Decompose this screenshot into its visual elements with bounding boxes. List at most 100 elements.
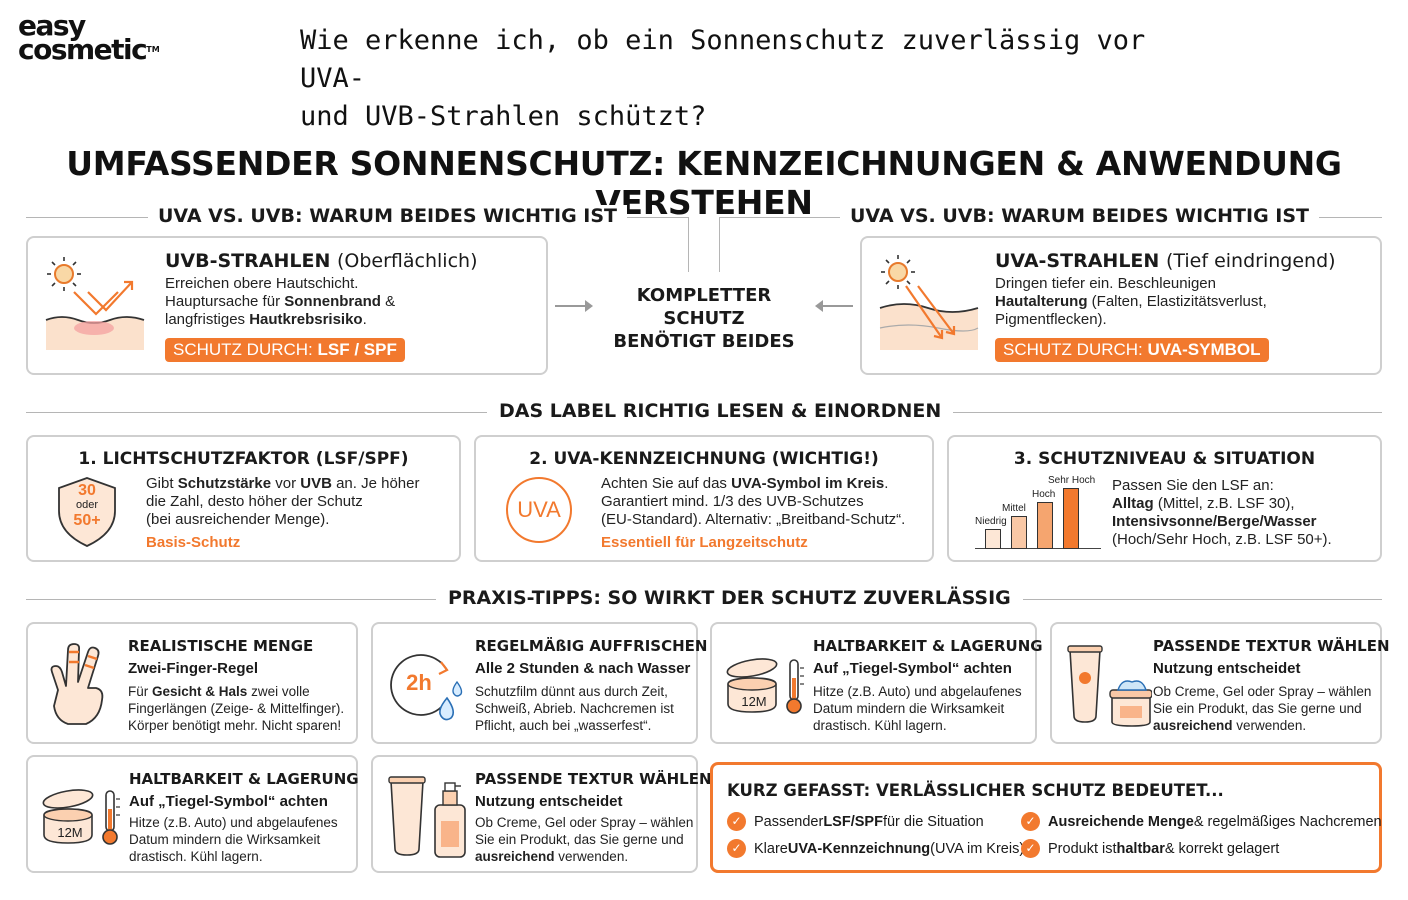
- lsf-line-1b: Schutzstärke: [177, 475, 272, 492]
- tip-card-haltbarkeit-2: 12M HALTBARKEIT & LAGERUNG Auf „Tiegel-S…: [26, 755, 359, 873]
- lsf-line-1d: UVB: [300, 475, 332, 492]
- tip-haltbarkeit-2-text: Hitze (z.B. Auto) und abgelaufenes Datum…: [129, 814, 355, 865]
- uva-title: UVA-STRAHLEN (Tief eindringend): [995, 250, 1336, 272]
- question-line-1: Wie erkenne ich, ob ein Sonnenschutz zuv…: [300, 25, 1146, 94]
- section-heading-uv-right: UVA VS. UVB: WARUM BEIDES WICHTIG IST: [840, 205, 1320, 227]
- uva-title-main: UVA-STRAHLEN: [995, 250, 1160, 272]
- shield-value-50: 50+: [73, 512, 101, 529]
- tip-auffrischen-text: Schutzfilm dünnt aus durch Zeit, Schweiß…: [475, 683, 697, 734]
- level-bar-chart: Niedrig Mittel Hoch Sehr Hoch: [973, 475, 1103, 549]
- tip-textur-2-line-2: Sie ein Produkt, das Sie gerne und: [475, 832, 684, 847]
- level-label-niedrig: Niedrig: [975, 516, 1007, 527]
- uva-title-note: (Tief eindringend): [1165, 250, 1336, 272]
- summary-item-1b: LSF/SPF: [823, 813, 883, 830]
- uva-skin-icon: [879, 255, 979, 350]
- tip-textur-1-text: Ob Creme, Gel oder Spray – wählen Sie ei…: [1153, 683, 1379, 734]
- tip-haltbarkeit-2-line-2: Datum mindern die Wirksamkeit: [129, 832, 321, 847]
- tip-textur-2-title: PASSENDE TEXTUR WÄHLEN: [475, 770, 712, 788]
- lsf-title: 1. LICHTSCHUTZFAKTOR (LSF/SPF): [78, 449, 409, 469]
- tip-card-textur-2: PASSENDE TEXTUR WÄHLEN Nutzung entscheid…: [371, 755, 712, 873]
- section-heading-uv-left: UVA VS. UVB: WARUM BEIDES WICHTIG IST: [148, 205, 628, 227]
- tip-auffrischen-title: REGELMÄßIG AUFFRISCHEN: [475, 637, 708, 655]
- main-title: UMFASSENDER SONNENSCHUTZ: KENNZEICHNUNGE…: [66, 144, 1342, 222]
- question-line-2: und UVB-Strahlen schützt?: [300, 101, 707, 132]
- summary-item-3b: & regelmäßiges Nachcremen: [1193, 813, 1382, 830]
- uva-line-3: Pigmentflecken).: [995, 311, 1107, 328]
- jar-label: 12M: [741, 694, 767, 709]
- uvb-line-2a: Hauptursache für: [165, 293, 285, 310]
- tip-menge-line-1a: Für: [128, 684, 153, 699]
- uva-mark-accent: Essentiell für Langzeitschutz: [601, 534, 808, 551]
- uvb-line-2c: &: [380, 293, 396, 310]
- tip-haltbarkeit-1-sub: Auf „Tiegel-Symbol“ achten: [813, 660, 1012, 677]
- level-line-4: (Hoch/Sehr Hoch, z.B. LSF 50+).: [1112, 531, 1332, 548]
- level-line-2a: Alltag: [1112, 495, 1154, 512]
- lsf-line-1c: vor: [271, 475, 301, 492]
- complete-protection-text: KOMPLETTER SCHUTZ BENÖTIGT BEIDES: [594, 284, 814, 353]
- level-label-mittel: Mittel: [1002, 503, 1026, 514]
- tip-textur-1-line-3: ausreichend verwenden.: [1153, 717, 1379, 734]
- lsf-line-1a: Gibt: [146, 475, 178, 492]
- lsf-description: Gibt Schutzstärke vor UVB an. Je höher d…: [146, 475, 451, 529]
- check-icon: ✓: [1021, 812, 1040, 831]
- lsf-line-2: die Zahl, desto höher der Schutz: [146, 493, 363, 510]
- tip-auffrischen-line-2: Schweiß, Abrieb. Nachcremen ist: [475, 701, 674, 716]
- level-bar-mittel: [1011, 516, 1027, 549]
- clock-label: 2h: [406, 670, 432, 695]
- tip-menge-line-3: Körper benötigt mehr. Nicht sparen!: [128, 718, 342, 733]
- section-heading-label: DAS LABEL RICHTIG LESEN & EINORDNEN: [487, 400, 954, 422]
- lsf-card: 1. LICHTSCHUTZFAKTOR (LSF/SPF) 30 oder 5…: [26, 435, 461, 562]
- shield-label: 30 oder 50+: [55, 483, 119, 529]
- uva-description: Dringen tiefer ein. Beschleunigen Hautal…: [995, 275, 1375, 329]
- summary-title: KURZ GEFASST: VERLÄSSLICHER SCHUTZ BEDEU…: [727, 781, 1224, 800]
- page-question: Wie erkenne ich, ob ein Sonnenschutz zuv…: [300, 22, 1220, 136]
- tip-auffrischen-line-1: Schutzfilm dünnt aus durch Zeit,: [475, 684, 668, 699]
- uva-pill-label: SCHUTZ DURCH:: [1003, 340, 1148, 359]
- section-heading-tips: PRAXIS-TIPPS: SO WIRKT DER SCHUTZ ZUVERL…: [436, 587, 1023, 609]
- summary-item-4b: haltbar: [1116, 840, 1165, 857]
- tip-textur-2-sub: Nutzung entscheidet: [475, 793, 623, 810]
- jar-thermometer-icon: [42, 789, 120, 845]
- summary-item-3a: Ausreichende Menge: [1048, 813, 1194, 830]
- tube-spray-icon: [388, 776, 466, 858]
- level-description: Passen Sie den LSF an: Alltag (Mittel, z…: [1112, 477, 1377, 549]
- uvb-line-3a: langfristiges: [165, 311, 250, 328]
- tip-auffrischen-sub: Alle 2 Stunden & nach Wasser: [475, 660, 691, 677]
- uva-line-2b: (Falten, Elastizitätsverlust,: [1087, 293, 1267, 310]
- uva-line-1: Dringen tiefer ein. Beschleunigen: [995, 275, 1216, 292]
- uva-mark-description: Achten Sie auf das UVA-Symbol im Kreis. …: [601, 475, 931, 529]
- uvb-line-1: Erreichen obere Hautschicht.: [165, 275, 359, 292]
- uvb-line-2: Hauptursache für Sonnenbrand &: [165, 293, 545, 311]
- tip-haltbarkeit-2-sub: Auf „Tiegel-Symbol“ achten: [129, 793, 328, 810]
- uvb-card: UVB-STRAHLEN (Oberflächlich) Erreichen o…: [26, 236, 548, 375]
- summary-item-haltbar: ✓ Produkt ist haltbar & korrekt gelagert: [1021, 839, 1279, 858]
- summary-item-1a: Passender: [754, 813, 824, 830]
- level-line-1: Passen Sie den LSF an:: [1112, 477, 1274, 494]
- check-icon: ✓: [1021, 839, 1040, 858]
- level-label-hoch: Hoch: [1032, 489, 1056, 500]
- tip-menge-line-1: Für Gesicht & Hals zwei volle: [128, 683, 358, 700]
- lsf-accent: Basis-Schutz: [146, 534, 241, 551]
- arrow-right-icon: [555, 300, 593, 312]
- tip-menge-text: Für Gesicht & Hals zwei volle Fingerläng…: [128, 683, 358, 734]
- tip-menge-line-1c: zwei volle: [247, 684, 310, 699]
- summary-item-2b: UVA-Kennzeichnung: [787, 840, 931, 857]
- uva-mark-line-1c: .: [884, 475, 889, 492]
- tip-menge-line-1b: Gesicht & Hals: [152, 684, 248, 699]
- uvb-title: UVB-STRAHLEN (Oberflächlich): [165, 250, 478, 272]
- level-line-2: Alltag (Mittel, z.B. LSF 30),: [1112, 495, 1377, 513]
- tip-haltbarkeit-2-line-3: drastisch. Kühl lagern.: [129, 849, 263, 864]
- uva-mark-title: 2. UVA-KENNZEICHNUNG (WICHTIG!): [529, 449, 879, 469]
- jar-thermometer-icon: [726, 658, 804, 714]
- tip-haltbarkeit-1-line-1: Hitze (z.B. Auto) und abgelaufenes: [813, 684, 1022, 699]
- level-bar-sehr-hoch: [1063, 488, 1079, 549]
- uvb-title-main: UVB-STRAHLEN: [165, 250, 331, 272]
- uva-pill-value: UVA-SYMBOL: [1147, 340, 1261, 359]
- tip-textur-1-line-3b: verwenden.: [1232, 718, 1307, 733]
- shield-icon: [58, 477, 116, 547]
- tip-haltbarkeit-1-text: Hitze (z.B. Auto) und abgelaufenes Datum…: [813, 683, 1035, 734]
- arrow-left-icon: [815, 300, 853, 312]
- uva-card: UVA-STRAHLEN (Tief eindringend) Dringen …: [860, 236, 1382, 375]
- tip-haltbarkeit-2-line-1: Hitze (z.B. Auto) und abgelaufenes: [129, 815, 338, 830]
- tip-textur-1-line-1: Ob Creme, Gel oder Spray – wählen: [1153, 684, 1372, 699]
